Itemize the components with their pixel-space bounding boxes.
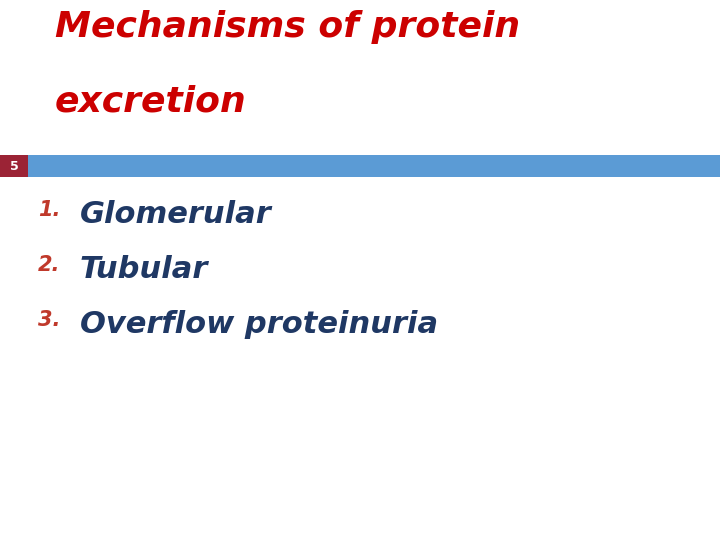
Text: Mechanisms of protein: Mechanisms of protein [55, 10, 520, 44]
Text: 3.: 3. [37, 310, 60, 330]
Bar [28, 155, 720, 177]
Text: Glomerular: Glomerular [80, 200, 271, 229]
Text: 5: 5 [9, 159, 19, 172]
Text: Tubular: Tubular [80, 255, 208, 284]
Text: excretion: excretion [55, 85, 247, 119]
Text: 1.: 1. [37, 200, 60, 220]
Text: Overflow proteinuria: Overflow proteinuria [80, 310, 438, 339]
Text: 2.: 2. [37, 255, 60, 275]
Bar [0, 155, 28, 177]
